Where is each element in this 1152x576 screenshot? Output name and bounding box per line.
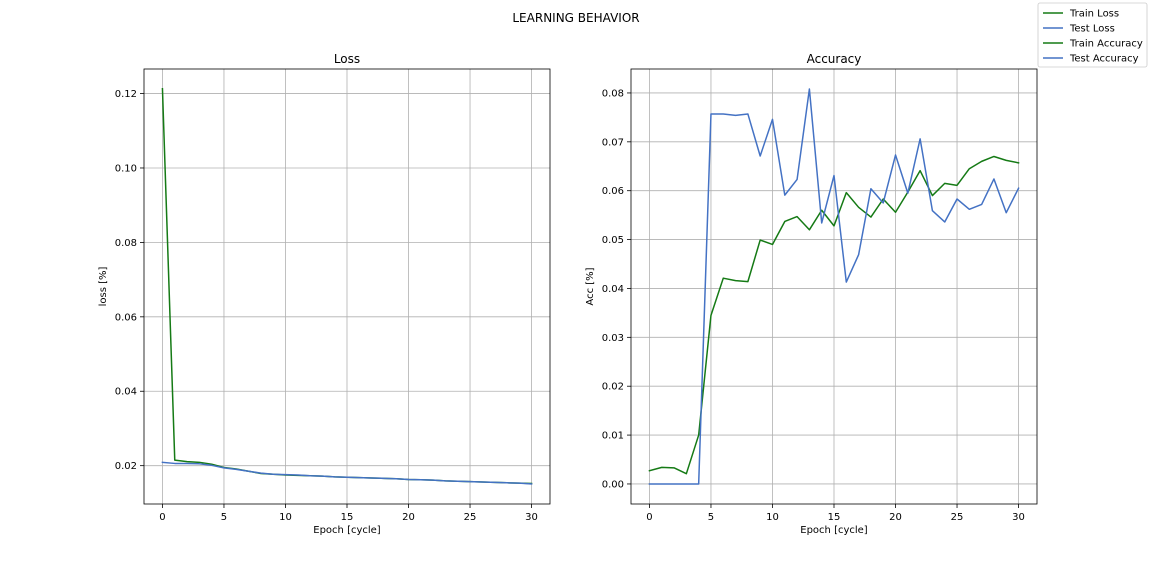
series-line-test-loss <box>161 461 533 485</box>
legend-box <box>1037 2 1148 68</box>
y-tick-label: 0.10 <box>115 163 137 174</box>
y-tick-label: 0.00 <box>602 479 624 490</box>
x-tick-label: 30 <box>1012 512 1025 523</box>
x-tick-label: 15 <box>828 512 841 523</box>
axes-accuracy: 0 5 10 15 20 25 30 0.00 0.01 0.02 0.03 0.04 0.05 0.06… <box>585 52 1038 536</box>
axes-loss: 0 5 10 15 20 25 30 0.02 0.04 0.06 0.08 0.10 0.12 Loss… <box>98 52 551 536</box>
figure-title: LEARNING BEHAVIOR <box>512 11 639 25</box>
x-tick-label: 25 <box>951 512 964 523</box>
series-line-test-accuracy <box>648 88 1020 485</box>
y-tick-label: 0.02 <box>115 461 137 472</box>
legend-label: Train Accuracy <box>1069 39 1143 50</box>
x-axis-label: Epoch [cycle] <box>313 525 381 536</box>
x-tick-label: 20 <box>402 512 415 523</box>
axes-title: Accuracy <box>807 52 862 66</box>
y-tick-label: 0.05 <box>602 235 624 246</box>
y-axis-label: Acc [%] <box>585 267 596 305</box>
x-tick-label: 15 <box>341 512 354 523</box>
legend: Train Loss Test Loss Train Accuracy Test Ac… <box>1037 2 1148 68</box>
x-tick-label: 5 <box>708 512 714 523</box>
y-axis-label: loss [%] <box>98 267 109 307</box>
y-tick-label: 0.08 <box>602 88 624 99</box>
series-line-train-accuracy <box>648 155 1020 475</box>
axes-title: Loss <box>334 52 360 66</box>
y-tick-label: 0.04 <box>115 387 137 398</box>
x-tick-label: 10 <box>766 512 779 523</box>
x-tick-label: 5 <box>221 512 227 523</box>
y-tick-label: 0.01 <box>602 431 624 442</box>
x-tick-label: 0 <box>159 512 165 523</box>
x-tick-label: 10 <box>279 512 292 523</box>
x-tick-label: 20 <box>889 512 902 523</box>
y-tick-label: 0.12 <box>115 89 137 100</box>
axes-layer: 0 5 10 15 20 25 30 0.02 0.04 0.06 0.08 0.10 0.12 Loss… <box>98 52 1038 536</box>
legend-label: Train Loss <box>1069 9 1119 20</box>
y-tick-label: 0.02 <box>602 382 624 393</box>
y-tick-label: 0.06 <box>602 186 624 197</box>
y-tick-label: 0.06 <box>115 312 137 323</box>
x-tick-label: 0 <box>646 512 652 523</box>
y-tick-label: 0.07 <box>602 137 624 148</box>
y-tick-label: 0.03 <box>602 333 624 344</box>
x-axis-label: Epoch [cycle] <box>800 525 868 536</box>
legend-label: Test Accuracy <box>1069 54 1139 65</box>
y-tick-label: 0.04 <box>602 284 624 295</box>
y-tick-label: 0.08 <box>115 238 137 249</box>
legend-label: Test Loss <box>1069 24 1115 35</box>
x-tick-label: 25 <box>464 512 477 523</box>
x-tick-label: 30 <box>525 512 538 523</box>
